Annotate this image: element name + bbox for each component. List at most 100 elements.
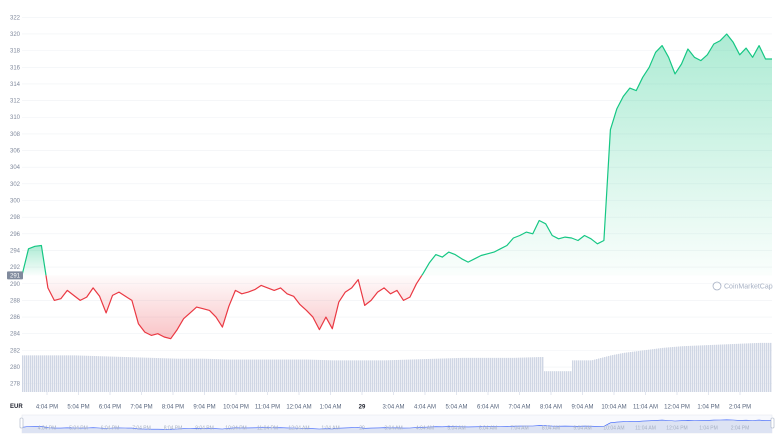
volume-bar <box>706 345 708 392</box>
volume-bar <box>394 360 396 392</box>
volume-bar <box>60 355 62 392</box>
volume-bar <box>264 359 266 392</box>
volume-bar <box>42 355 44 392</box>
volume-bar <box>506 357 508 392</box>
volume-bar <box>624 352 626 392</box>
price-line[interactable] <box>21 33 772 340</box>
volume-bar <box>202 358 204 392</box>
volume-bar <box>280 359 282 392</box>
navigator-handle-left[interactable] <box>19 417 24 429</box>
volume-bar <box>344 360 346 392</box>
volume-bar <box>594 359 596 392</box>
x-axis: 4:04 PM 5:04 PM 6:04 PM 7:04 PM 8:04 PM 9:04 … <box>36 392 751 411</box>
volume-bar <box>360 360 362 392</box>
volume-bar <box>604 357 606 392</box>
volume-bar <box>274 359 276 392</box>
volume-bar <box>252 359 254 392</box>
volume-bar <box>110 356 112 392</box>
price-line-down[interactable] <box>45 275 423 340</box>
volume-bar <box>424 359 426 392</box>
time-navigator[interactable]: 4:04 PM 5:04 PM 6:04 PM 7:04 PM 8:04 PM 9:04 … <box>19 414 775 434</box>
volume-bar <box>426 359 428 392</box>
volume-bar <box>626 352 628 392</box>
volume-bar <box>492 357 494 392</box>
volume-bar <box>386 360 388 392</box>
navigator-tick-label: 3:04 AM <box>384 426 402 432</box>
volume-bar <box>768 342 770 392</box>
volume-bar <box>468 357 470 392</box>
volume-bar <box>132 357 134 392</box>
volume-bar <box>486 357 488 392</box>
volume-bar <box>482 357 484 392</box>
volume-bar <box>456 358 458 392</box>
volume-bar <box>618 353 620 392</box>
volume-bar <box>428 358 430 392</box>
volume-bar <box>614 354 616 392</box>
volume-bar <box>316 359 318 392</box>
volume-bar <box>26 355 28 392</box>
volume-bar <box>400 359 402 392</box>
price-area-up <box>421 34 772 276</box>
navigator-area <box>22 419 772 433</box>
volume-bar <box>502 357 504 392</box>
volume-bar <box>148 357 150 392</box>
volume-bar <box>458 357 460 392</box>
navigator-handle-right[interactable] <box>770 417 775 429</box>
volume-bar <box>50 355 52 392</box>
navigator-tick-label: 8:04 AM <box>542 426 560 432</box>
volume-bar <box>640 350 642 392</box>
price-line-up[interactable] <box>21 244 47 276</box>
volume-bar <box>232 359 234 392</box>
volume-bar <box>442 358 444 392</box>
y-tick-label: 300 <box>10 199 21 205</box>
price-area-down <box>46 275 422 339</box>
volume-bar <box>600 358 602 392</box>
volume-bar <box>592 360 594 392</box>
volume-bar <box>358 360 360 392</box>
volume-bar <box>142 357 144 392</box>
volume-bar <box>598 358 600 392</box>
watermark-text: CoinMarketCap <box>724 284 773 291</box>
y-tick-label: 278 <box>10 382 21 388</box>
volume-bar <box>476 357 478 392</box>
volume-bar <box>724 344 726 392</box>
volume-bar <box>416 359 418 392</box>
volume-bar <box>440 358 442 392</box>
volume-bar <box>498 357 500 392</box>
volume-bar <box>116 356 118 392</box>
volume-bar <box>392 360 394 392</box>
volume-bar <box>206 358 208 392</box>
x-tick-label: 5:04 PM <box>67 405 89 411</box>
volume-bar <box>370 360 372 392</box>
navigator-tick-label: 12:04 AM <box>288 426 309 432</box>
volume-bar <box>364 360 366 392</box>
volume-bar <box>462 357 464 392</box>
volume-bar <box>330 360 332 392</box>
volume-bar <box>388 360 390 392</box>
volume-bar <box>688 345 690 392</box>
volume-bar <box>326 360 328 392</box>
volume-bar <box>180 358 182 392</box>
volume-bar <box>682 346 684 392</box>
volume-bar <box>526 357 528 392</box>
volume-bar <box>580 360 582 392</box>
price-line-up[interactable] <box>421 33 772 276</box>
volume-bar <box>530 357 532 392</box>
volume-bar <box>74 355 76 392</box>
volume-bar <box>406 359 408 392</box>
volume-bar <box>172 358 174 392</box>
volume-bar <box>166 358 168 392</box>
volume-bar <box>738 343 740 392</box>
volume-bar <box>286 359 288 392</box>
volume-bar <box>730 344 732 392</box>
volume-bar <box>574 360 576 392</box>
volume-bar <box>646 349 648 392</box>
navigator-line <box>21 419 772 430</box>
volume-bar <box>650 349 652 392</box>
x-tick-label: 7:04 AM <box>508 405 530 411</box>
volume-bar <box>140 357 142 392</box>
volume-bar <box>346 360 348 392</box>
volume-bar <box>528 357 530 392</box>
navigator-tick-label: 4:04 AM <box>416 426 434 432</box>
